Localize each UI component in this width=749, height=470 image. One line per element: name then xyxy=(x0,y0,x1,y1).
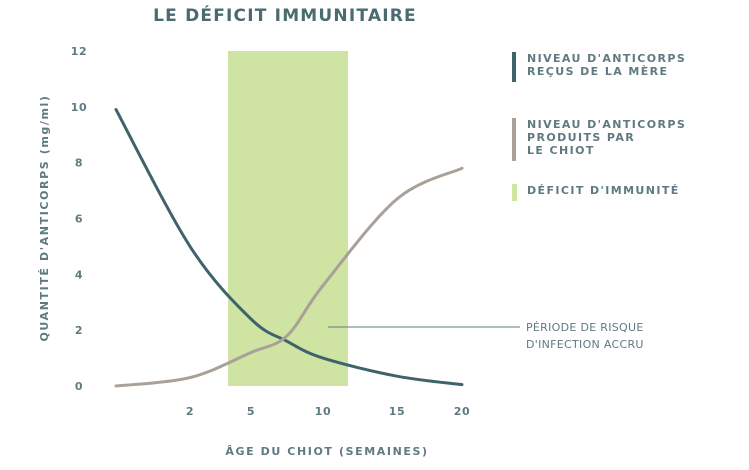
series-puppy-antibodies-line xyxy=(114,166,464,388)
x-axis-ticks: 2 5 10 15 20 xyxy=(186,405,470,418)
y-axis-title: QUANTITÉ D'ANTICORPS (mg/ml) xyxy=(38,94,51,341)
y-tick-label: 6 xyxy=(75,213,83,226)
y-tick-label: 2 xyxy=(75,324,83,337)
x-tick-label: 10 xyxy=(315,405,332,418)
x-tick-label: 20 xyxy=(454,405,471,418)
legend-label-line: NIVEAU D'ANTICORPS xyxy=(527,52,686,65)
legend: NIVEAU D'ANTICORPS REÇUS DE LA MÈRENIVEAU… xyxy=(512,52,686,201)
x-tick-label: 15 xyxy=(389,405,406,418)
x-axis-title: ÂGE DU CHIOT (SEMAINES) xyxy=(225,445,428,458)
y-tick-label: 10 xyxy=(71,101,88,114)
y-axis-ticks: 0 2 4 6 8 10 12 xyxy=(71,45,88,393)
annotation-line-1: PÉRIODE DE RISQUE xyxy=(526,321,644,334)
legend-swatch xyxy=(512,118,516,161)
y-tick-label: 8 xyxy=(75,157,83,170)
y-tick-label: 0 xyxy=(75,380,83,393)
legend-label-line: REÇUS DE LA MÈRE xyxy=(527,65,668,78)
annotation-text: PÉRIODE DE RISQUE D'INFECTION ACCRU xyxy=(526,321,647,351)
y-tick-label: 4 xyxy=(75,268,83,281)
legend-label-line: LE CHIOT xyxy=(527,144,595,157)
legend-label: NIVEAU D'ANTICORPS PRODUITS PAR LE CHIOT xyxy=(527,118,686,157)
chart-title: LE DÉFICIT IMMUNITAIRE xyxy=(153,4,417,26)
annotation-line-2: D'INFECTION ACCRU xyxy=(526,338,644,351)
legend-label-line: PRODUITS PAR xyxy=(527,131,635,144)
series-maternal-antibodies-line xyxy=(114,108,464,387)
legend-label: DÉFICIT D'IMMUNITÉ xyxy=(527,184,680,197)
immunity-deficit-band xyxy=(228,51,348,386)
legend-label-line: NIVEAU D'ANTICORPS xyxy=(527,118,686,131)
legend-label: NIVEAU D'ANTICORPS REÇUS DE LA MÈRE xyxy=(527,52,686,78)
legend-swatch xyxy=(512,52,516,82)
y-tick-label: 12 xyxy=(71,45,88,58)
x-tick-label: 2 xyxy=(186,405,194,418)
legend-swatch xyxy=(512,184,517,201)
legend-label-line: DÉFICIT D'IMMUNITÉ xyxy=(527,184,680,197)
x-tick-label: 5 xyxy=(247,405,255,418)
